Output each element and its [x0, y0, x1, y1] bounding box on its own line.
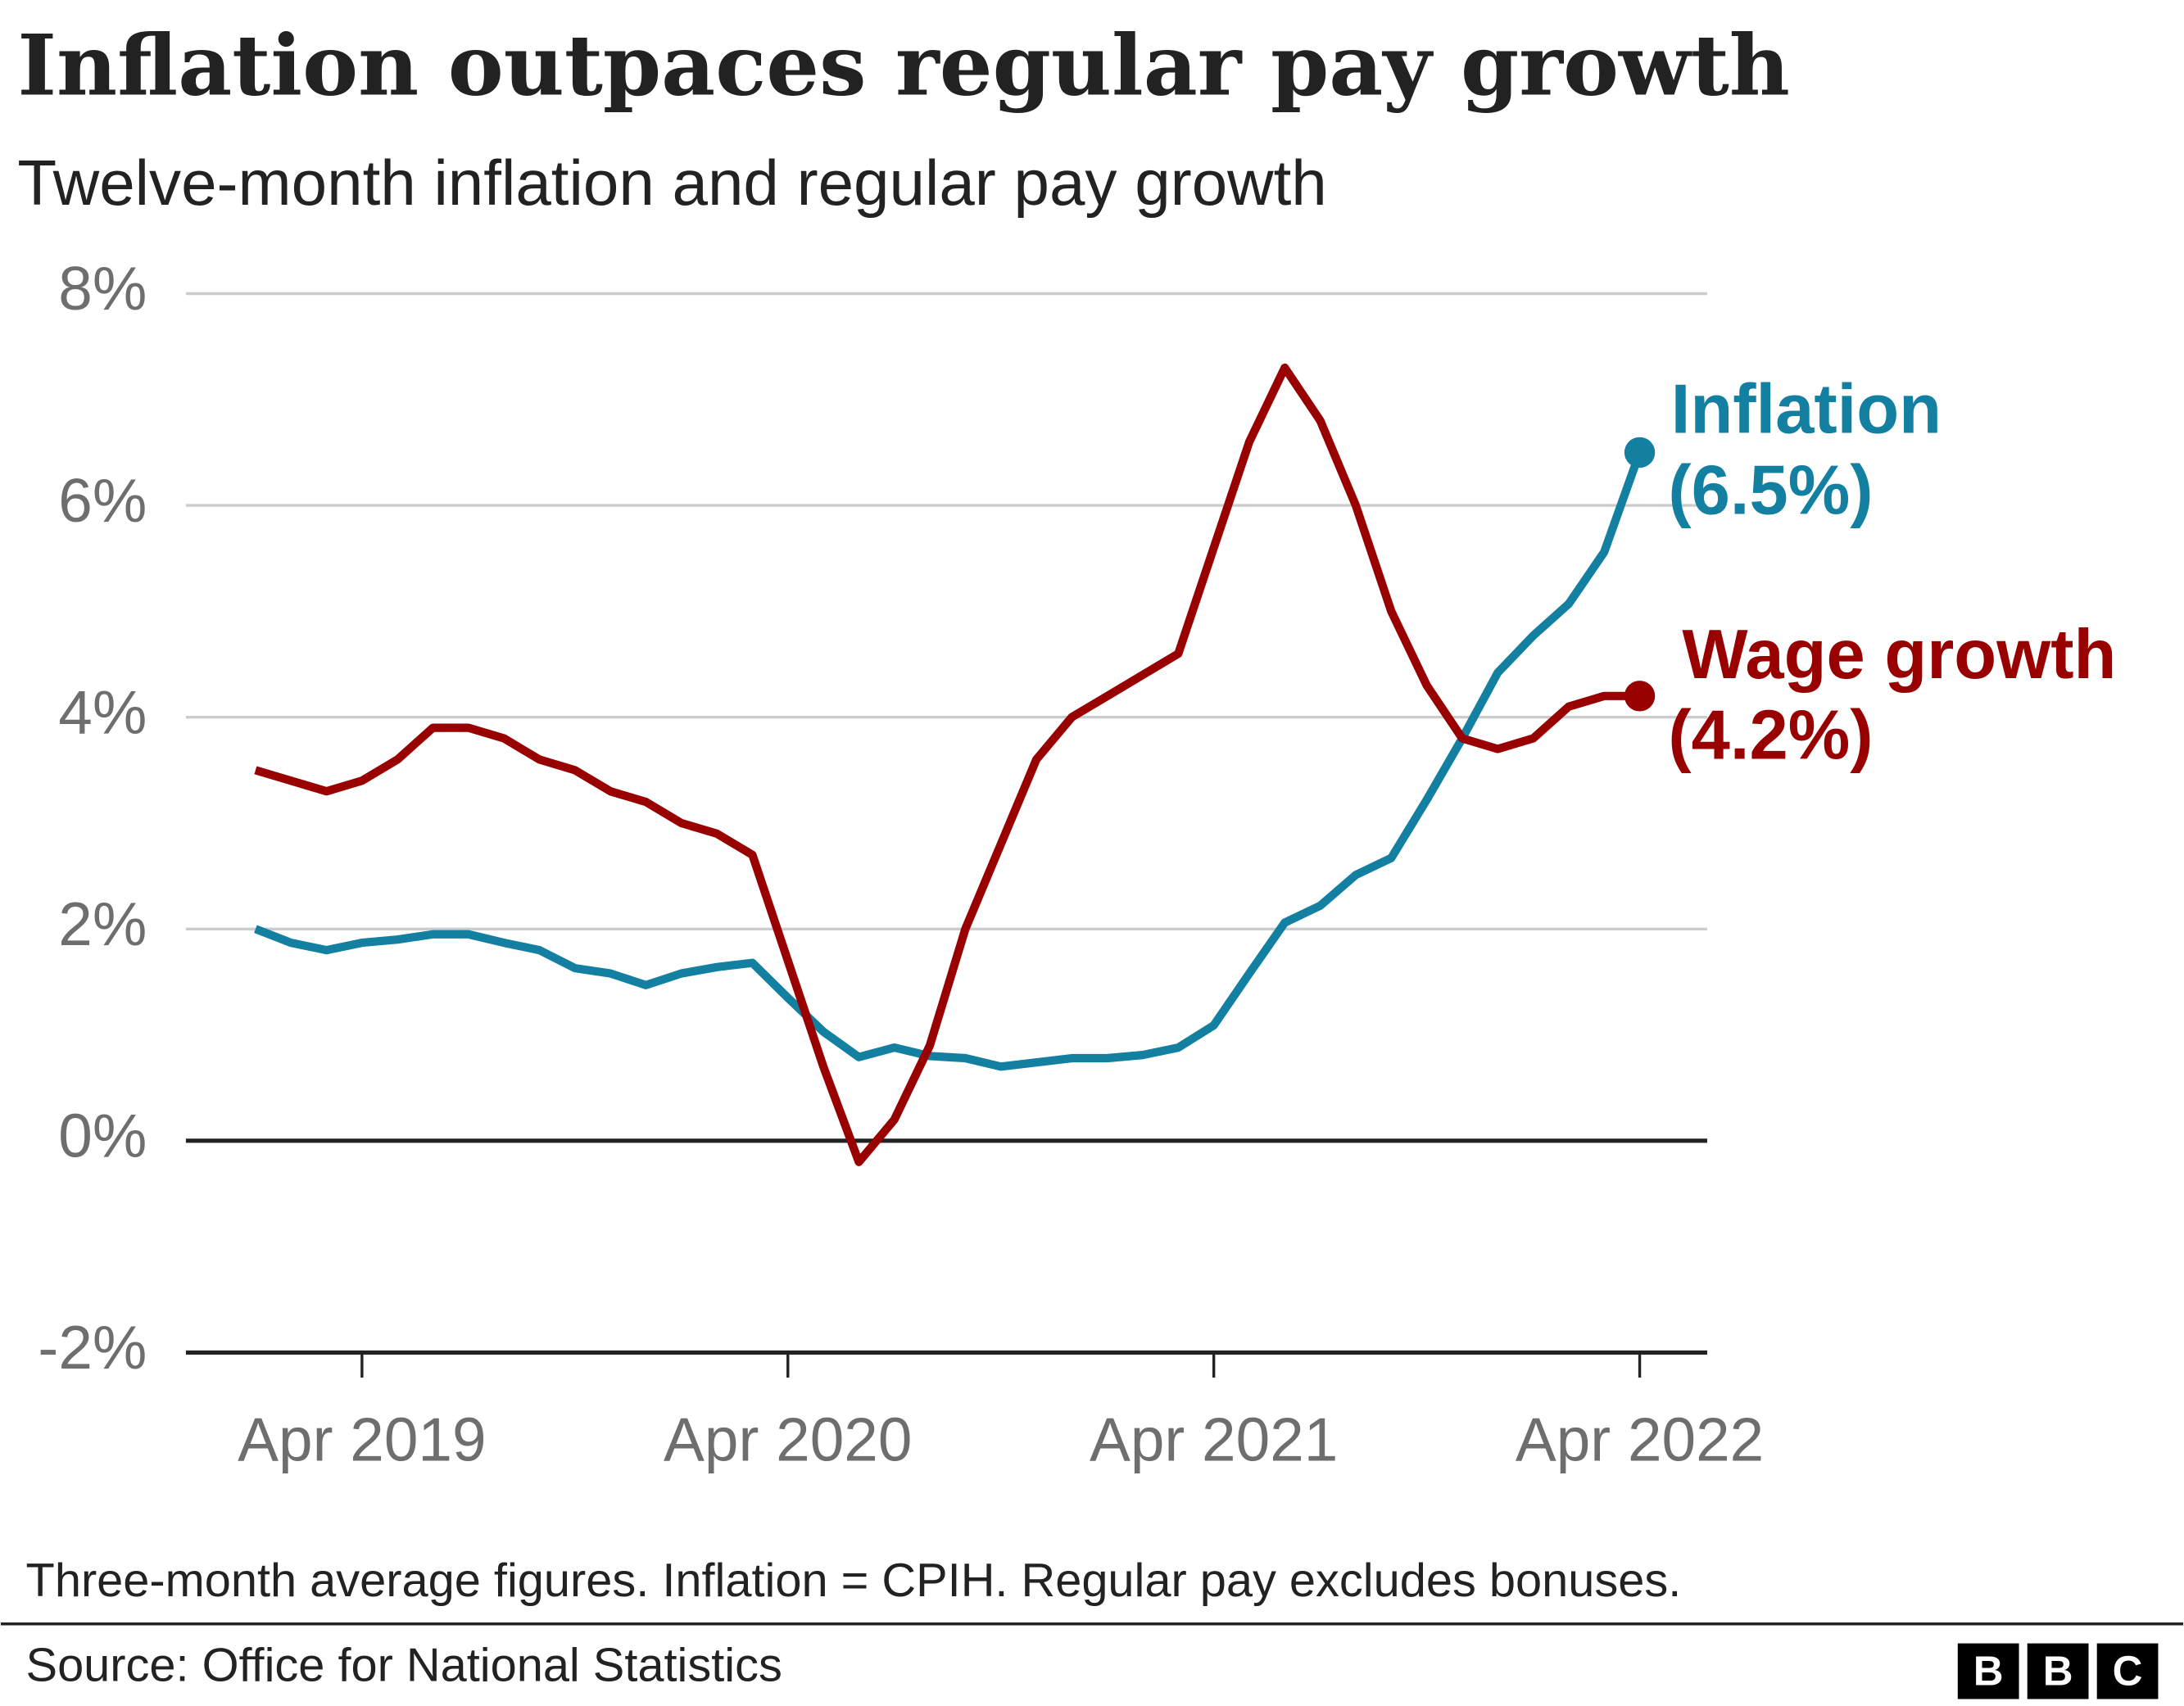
chart-subtitle: Twelve-month inflation and regular pay g…: [17, 147, 1326, 219]
legend-label: Wage growth: [1682, 616, 2116, 694]
y-tick-label: 8%: [58, 254, 147, 323]
y-tick-label: 6%: [58, 466, 147, 535]
svg-text:B: B: [2043, 1647, 2073, 1694]
series-line: [254, 363, 1640, 1166]
end-dot: [1624, 681, 1656, 712]
value-label: (6.5%): [1668, 451, 1873, 529]
y-tick-label: 0%: [58, 1102, 147, 1170]
chart-title: Inflation outpaces regular pay growth: [17, 17, 1790, 115]
y-tick-label: -2%: [38, 1313, 147, 1382]
y-tick-label: 2%: [58, 889, 147, 958]
x-tick-label: Apr 2022: [1516, 1405, 1764, 1473]
y-tick-label: 4%: [58, 677, 147, 746]
x-tick-label: Apr 2019: [238, 1405, 486, 1473]
x-tick-label: Apr 2021: [1090, 1405, 1338, 1473]
bbc-logo: B B C: [1957, 1643, 2159, 1699]
end-dot: [1624, 437, 1656, 468]
svg-text:B: B: [1973, 1647, 2004, 1694]
x-tick-label: Apr 2020: [664, 1405, 912, 1473]
chart-source: Source: Office for National Statistics: [26, 1639, 782, 1691]
legend-label: Inflation: [1671, 371, 1942, 449]
value-label: (4.2%): [1668, 696, 1873, 774]
svg-text:C: C: [2113, 1647, 2143, 1694]
chart-note: Three-month average figures. Inflation =…: [26, 1554, 1682, 1607]
series-line: [254, 450, 1644, 1071]
